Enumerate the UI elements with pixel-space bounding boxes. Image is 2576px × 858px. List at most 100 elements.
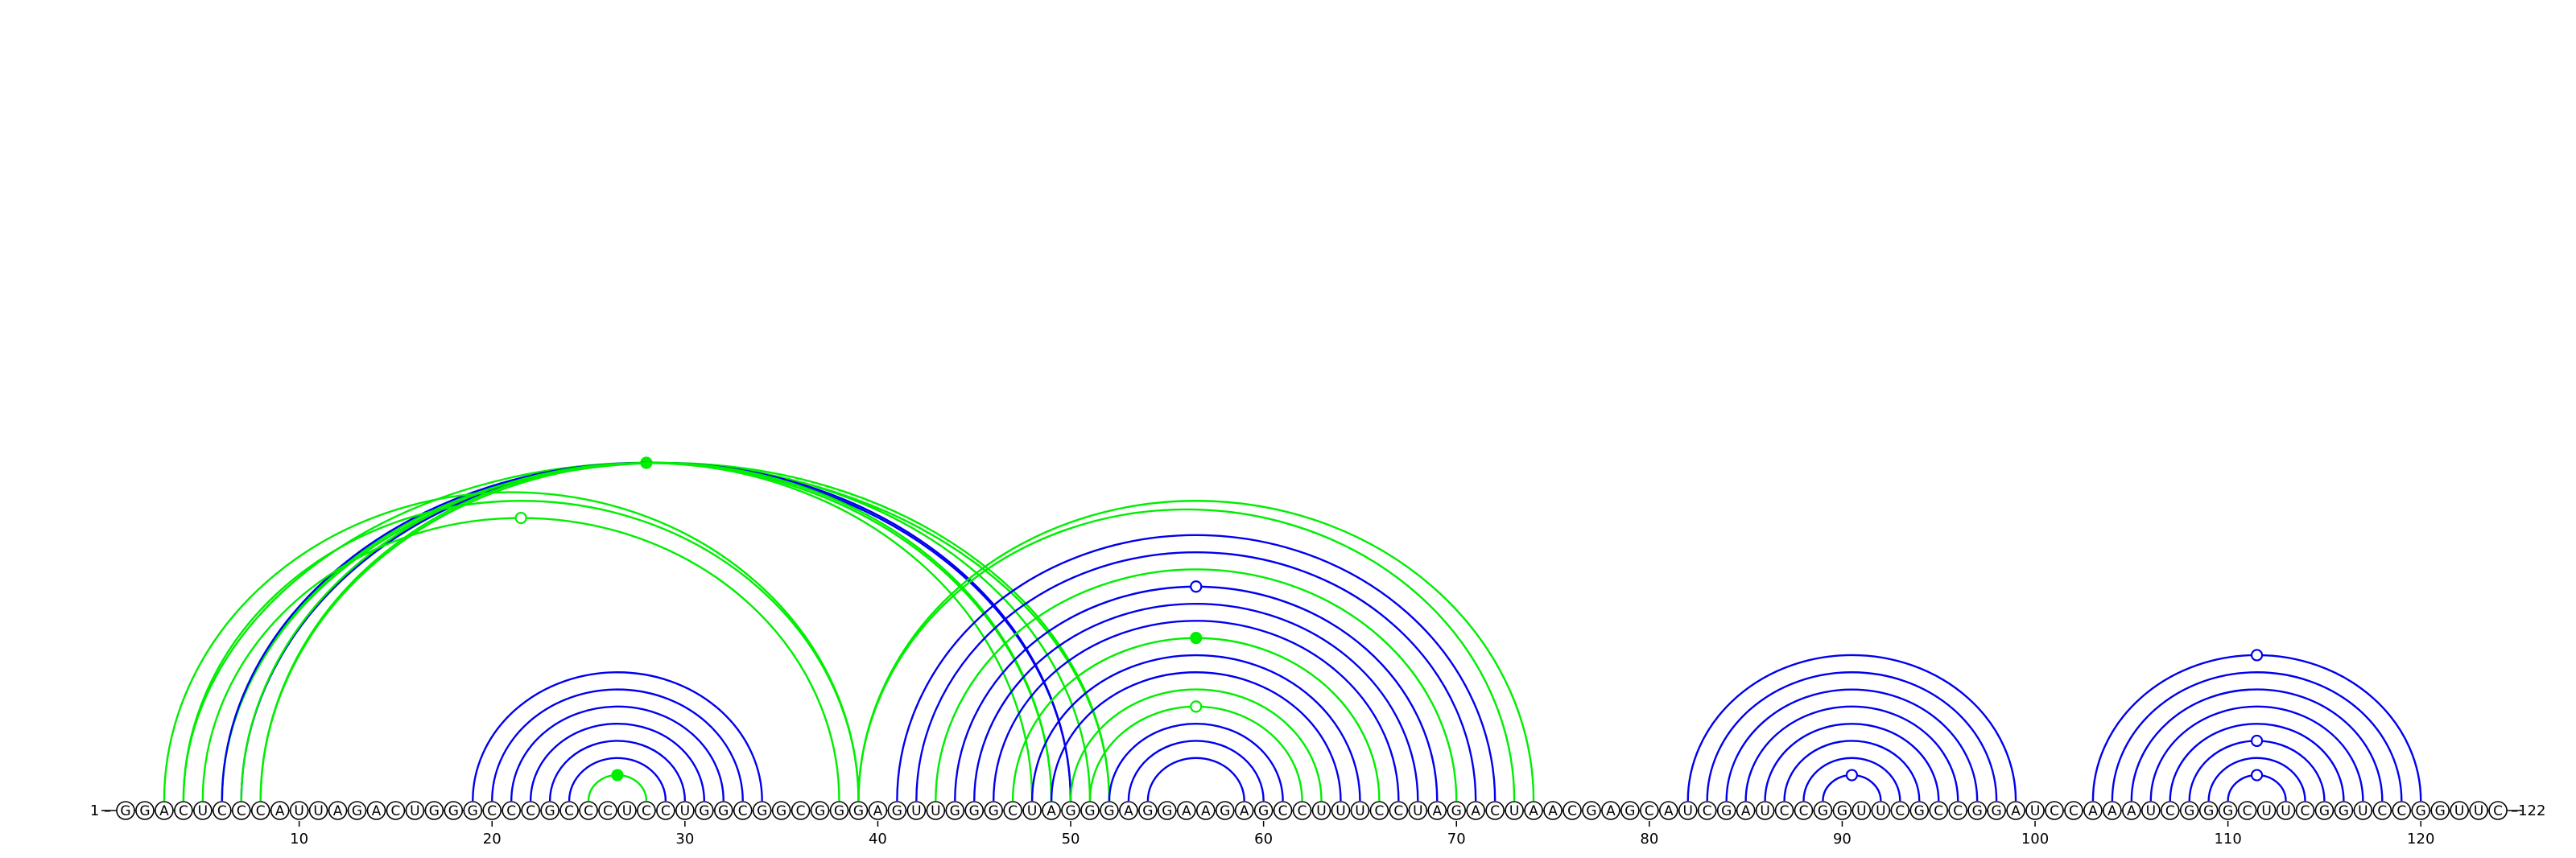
nucleotide-106: U [2141,801,2161,820]
nucleotide-23: G [540,801,559,820]
nucleotide-circle [1832,801,1852,820]
nucleotide-circle [1350,801,1370,820]
nucleotide-letter: G [1972,803,1983,819]
nucleotide-circle [1061,801,1080,820]
nucleotide-circle [2083,801,2103,820]
nucleotide-57: A [1195,801,1216,820]
nucleotide-circle [1100,801,1119,820]
nucleotide-113: U [2276,801,2296,820]
nucleotide-112: U [2256,801,2277,820]
nucleotide-circle [2488,801,2508,820]
nucleotide-letter: C [1374,803,1384,819]
nucleotide-letter: G [815,803,825,819]
nucleotide-letter: G [1162,803,1172,819]
end-position-label: –122 [2511,802,2545,819]
nucleotide-111: C [2237,801,2257,820]
nucleotide-122: U [2450,801,2469,820]
arc-marker-5-38 [514,511,527,525]
nucleotide-letter: C [2377,803,2387,819]
arc-marker-51-62 [1190,700,1203,713]
nucleotide-78: A [1601,801,1620,820]
nucleotide-letter: A [1548,803,1558,819]
nucleotide-49: A [1042,801,1061,820]
arc-105-118 [2130,688,2384,802]
nucleotide-54: G [1138,801,1158,820]
nucleotide-letter: A [372,803,382,819]
nucleotide-circle [2237,801,2257,820]
nucleotide-circle [2353,801,2373,820]
nucleotide-letter: U [1876,803,1885,819]
nucleotide-circle [174,801,193,820]
nucleotide-79: G [1620,801,1640,820]
nucleotide-letter: A [1606,803,1616,819]
nucleotide-letter: A [2107,803,2117,819]
nucleotide-97: G [1967,801,1987,820]
nucleotide-letter: C [526,803,535,819]
nucleotide-circle [1909,801,1930,820]
nucleotide-letter: C [2050,803,2059,819]
nucleotide-circle [1755,801,1775,820]
arc-39-74 [857,500,1535,802]
nucleotide-letter: C [2493,803,2503,819]
nucleotide-17: G [424,801,444,820]
nucleotide-letter: C [584,803,593,819]
start-position-label: 1 – [90,802,111,819]
nucleotide-letter: A [1182,803,1191,819]
nucleotide-letter: C [1780,803,1790,819]
arc-83-98 [1706,671,1998,802]
nucleotide-83: C [1697,801,1717,820]
nucleotide-42: U [906,801,927,820]
arc-107-116 [2169,722,2345,802]
nucleotide-letter: G [352,803,362,819]
nucleotide-letter: G [1914,803,1925,819]
arc-marker-44-69 [1190,580,1203,593]
nucleotide-115: G [2314,801,2334,820]
nucleotide-70: G [1447,801,1467,820]
arc-4-39 [182,500,860,802]
nucleotide-74: A [1524,801,1543,820]
nucleotide-letter: U [931,803,940,819]
nucleotide-circle [1601,801,1620,820]
nucleotide-letter: G [699,803,709,819]
nucleotide-circle [1794,801,1814,820]
arc-85-96 [1744,705,1959,802]
nucleotide-letter: U [680,803,690,819]
tick-label-100: 100 [2021,831,2049,848]
nucleotide-letter: G [2319,803,2330,819]
nucleotide-circle [579,801,598,820]
nucleotide-circle [887,801,907,820]
nucleotide-circle [2198,801,2219,820]
nucleotide-letter: C [1008,803,1018,819]
nucleotide-letter: G [1624,803,1635,819]
nucleotide-20: C [482,801,502,820]
nucleotide-63: U [1311,801,1331,820]
nucleotide-circle [1716,801,1736,820]
nucleotide-38: G [829,801,849,820]
nucleotide-circle [733,801,753,820]
nucleotide-102: C [2064,801,2083,820]
nucleotide-letter: G [1065,803,1075,819]
arc-4-52 [182,461,1111,802]
nucleotide-14: A [366,801,386,820]
arc-8-49 [259,461,1053,802]
tick-label-120: 120 [2407,831,2434,848]
nucleotide-letter: U [1316,803,1326,819]
nucleotide-letter: U [2454,803,2464,819]
arc-49-64 [1050,671,1342,802]
nucleotide-circle [1273,801,1293,820]
nucleotide-letter: C [1490,803,1500,819]
nucleotide-circle [1389,801,1409,820]
nucleotide-letter: C [2301,803,2310,819]
tick-label-10: 10 [290,831,308,848]
nucleotide-letter: U [1355,803,1364,819]
nucleotide-124: C [2488,801,2508,820]
nucleotide-1: G [116,801,135,820]
tick-label-30: 30 [675,831,694,848]
nucleotide-103: A [2083,801,2103,820]
tick-label-70: 70 [1447,831,1466,848]
nucleotide-46: G [984,801,1003,820]
arc-23-30 [548,740,687,802]
nucleotide-101: C [2045,801,2064,820]
nucleotide-letter: G [718,803,729,819]
